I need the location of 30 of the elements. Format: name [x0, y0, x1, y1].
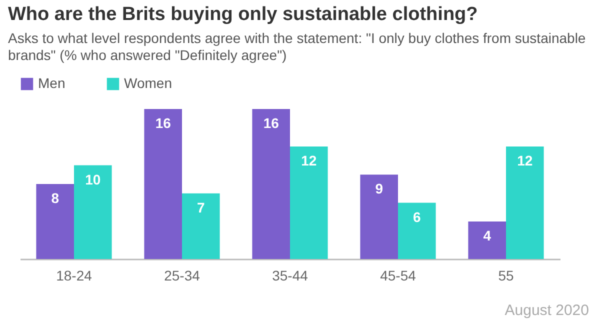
data-label: 16 [263, 115, 280, 131]
bar [144, 109, 182, 259]
bar [398, 202, 436, 259]
text: August 2020 [504, 302, 589, 319]
data-label: 12 [301, 152, 317, 168]
bar [74, 165, 112, 259]
bar [506, 146, 544, 259]
bar [290, 146, 328, 259]
x-tick-label: 45-54 [380, 268, 416, 284]
bar [468, 222, 506, 259]
legend-label: Women [124, 75, 172, 91]
x-tick-label: 18-24 [56, 268, 92, 284]
chart-subtitle: Asks to what level respondents agree with the statement: "I only buy clothes from sustainable brands" (% who answered "Definitely agree") [8, 30, 587, 64]
bar [36, 184, 74, 259]
x-tick-label: 55 [498, 268, 514, 284]
data-label: 12 [517, 152, 533, 168]
data-label: 10 [85, 171, 101, 188]
data-label: 8 [51, 190, 60, 206]
x-tick-label: 25-34 [164, 268, 200, 284]
bar [360, 174, 398, 259]
data-label: 7 [197, 199, 205, 216]
bar [252, 109, 290, 259]
data-label: 6 [413, 208, 421, 225]
x-tick-label: 35-44 [272, 268, 308, 284]
bar [182, 193, 220, 259]
data-label: 4 [483, 228, 492, 244]
data-label: 9 [375, 180, 384, 197]
chart-title: Who are the Brits buying only sustainable clothing? [8, 4, 478, 26]
data-label: 16 [155, 115, 172, 131]
legend-label: Men [38, 75, 66, 91]
